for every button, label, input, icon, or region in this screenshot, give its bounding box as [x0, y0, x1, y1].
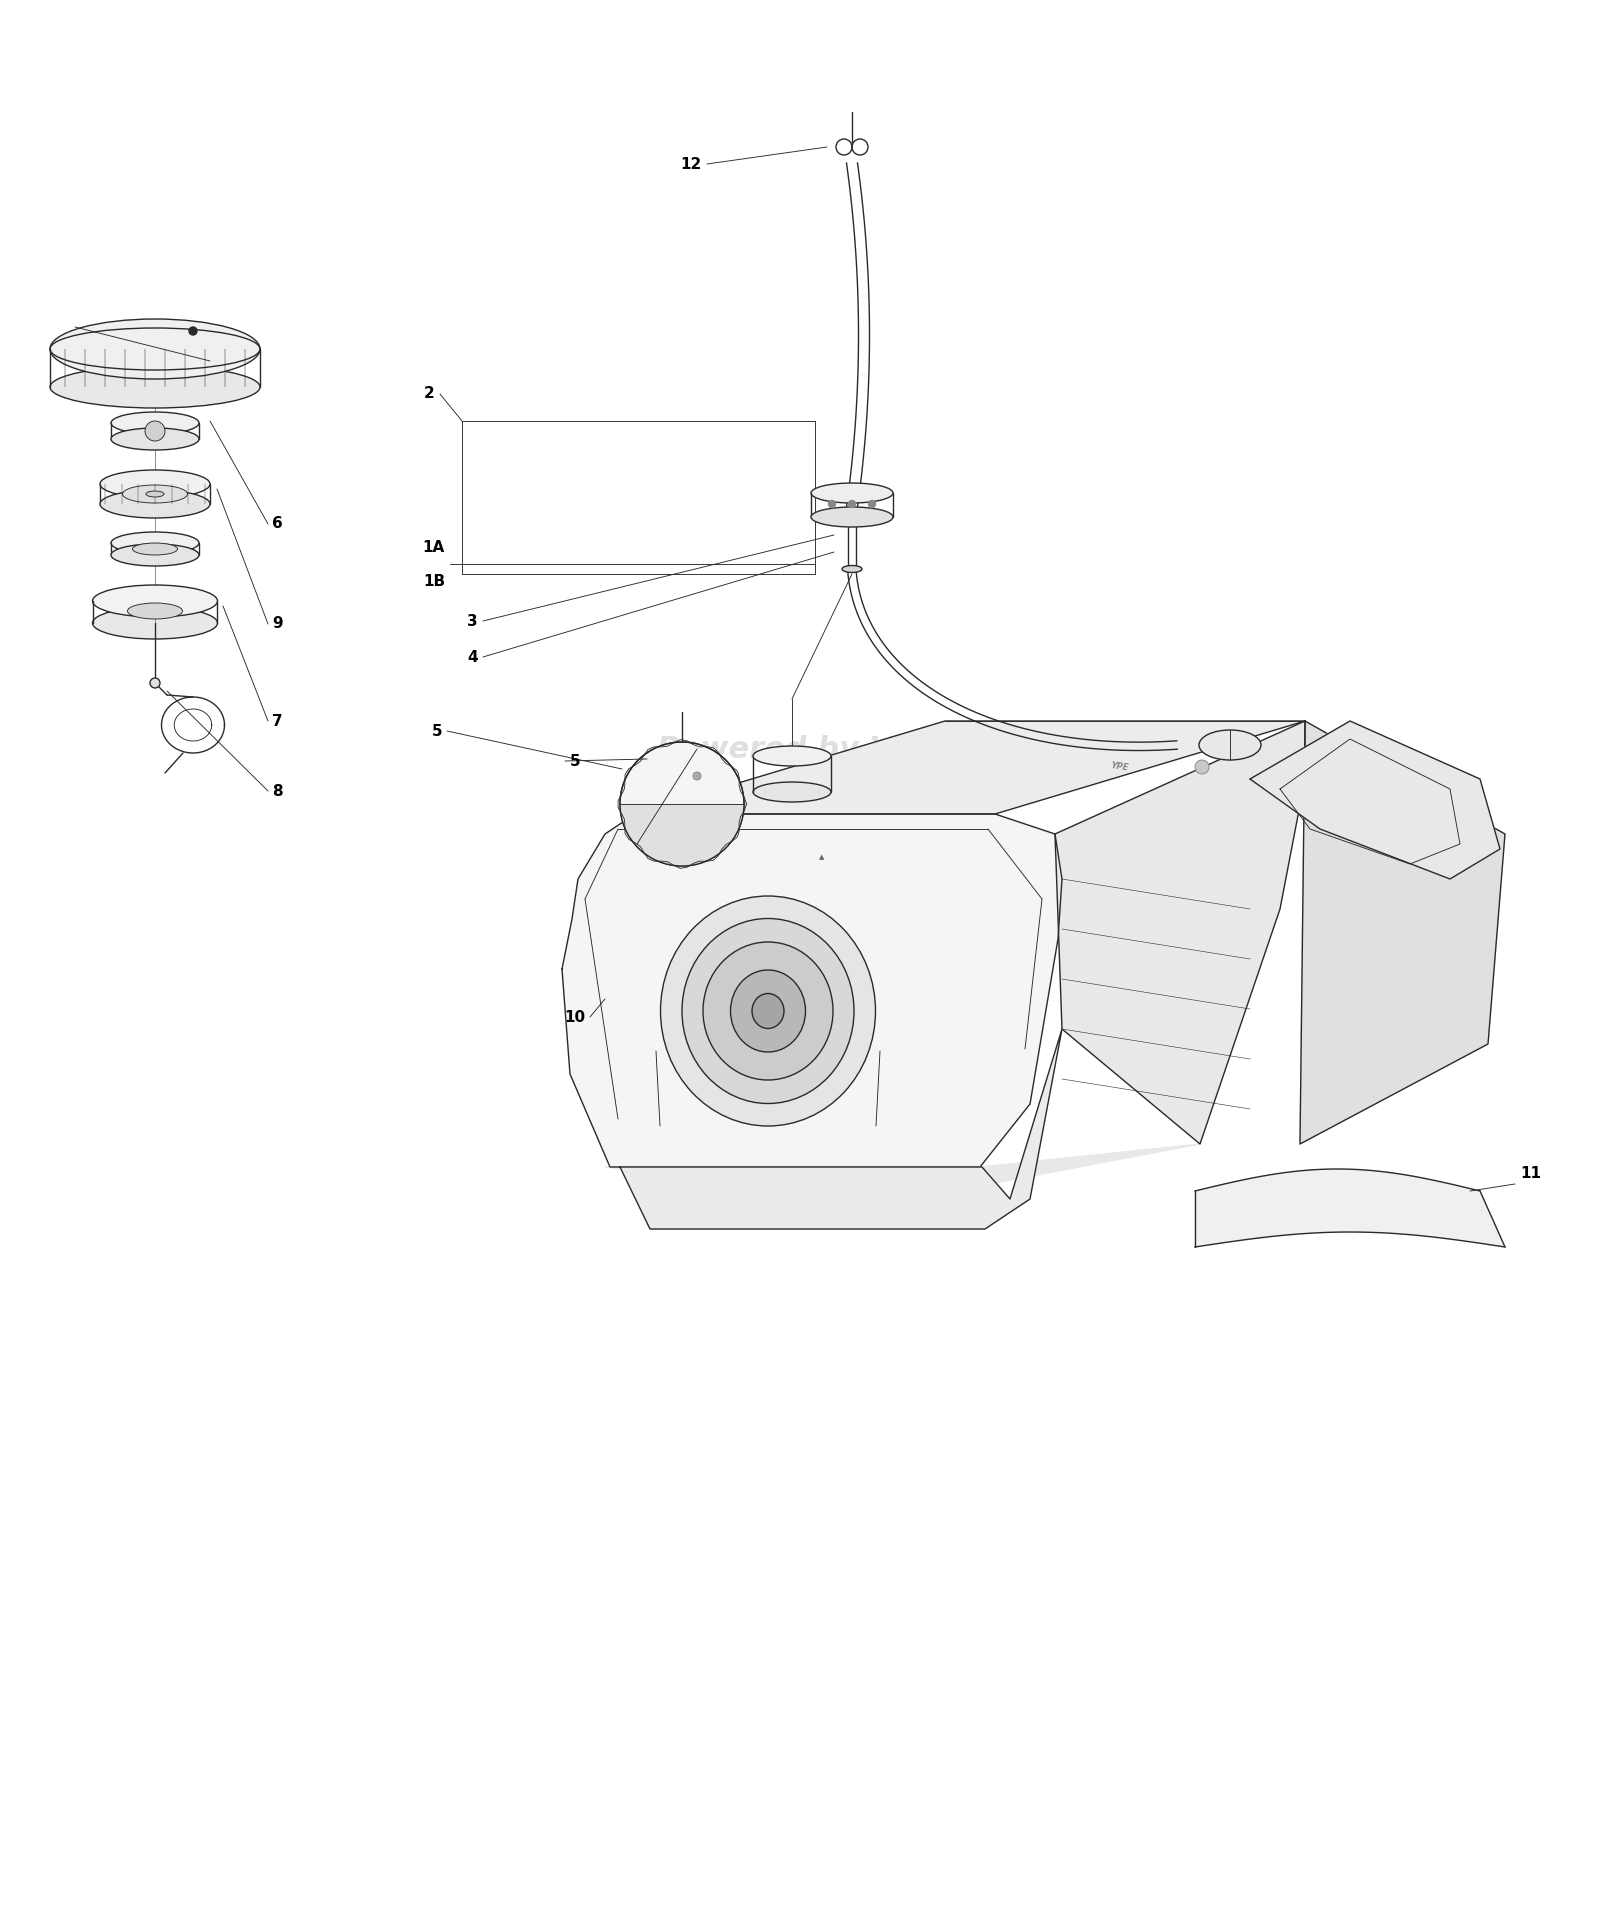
- Polygon shape: [605, 1144, 1200, 1202]
- Circle shape: [189, 328, 197, 336]
- Polygon shape: [1299, 721, 1506, 1144]
- Circle shape: [1195, 760, 1210, 774]
- Polygon shape: [1054, 721, 1306, 1144]
- Ellipse shape: [110, 544, 198, 565]
- Ellipse shape: [842, 565, 862, 573]
- Circle shape: [693, 772, 701, 779]
- Ellipse shape: [811, 482, 893, 503]
- Text: 9: 9: [272, 617, 283, 631]
- Ellipse shape: [731, 970, 805, 1051]
- Text: 5: 5: [432, 723, 442, 739]
- Circle shape: [150, 677, 160, 689]
- Ellipse shape: [50, 367, 259, 409]
- Text: 5: 5: [570, 754, 581, 768]
- Ellipse shape: [682, 918, 854, 1103]
- Ellipse shape: [110, 428, 198, 449]
- Text: 7: 7: [272, 714, 283, 729]
- Ellipse shape: [661, 895, 875, 1127]
- Polygon shape: [635, 721, 1306, 814]
- Text: 11: 11: [1520, 1167, 1541, 1181]
- Ellipse shape: [50, 318, 259, 378]
- Text: 1B: 1B: [422, 575, 445, 590]
- Ellipse shape: [93, 608, 218, 638]
- Ellipse shape: [99, 490, 210, 519]
- Ellipse shape: [146, 492, 165, 498]
- Ellipse shape: [752, 993, 784, 1028]
- Polygon shape: [1195, 1169, 1506, 1246]
- Polygon shape: [621, 1028, 1062, 1229]
- Ellipse shape: [110, 532, 198, 554]
- Ellipse shape: [133, 542, 178, 556]
- Ellipse shape: [99, 471, 210, 498]
- Ellipse shape: [754, 781, 830, 802]
- Ellipse shape: [123, 484, 187, 503]
- Text: Powered by Vision Spares: Powered by Vision Spares: [656, 735, 1104, 764]
- Polygon shape: [562, 814, 1062, 1167]
- Circle shape: [829, 500, 835, 507]
- Ellipse shape: [128, 604, 182, 619]
- Text: 8: 8: [272, 783, 283, 799]
- Text: 4: 4: [467, 650, 478, 664]
- Circle shape: [848, 500, 856, 507]
- Text: 10: 10: [563, 1009, 586, 1024]
- Circle shape: [621, 743, 744, 866]
- Text: 3: 3: [467, 613, 478, 629]
- Text: 12: 12: [680, 156, 702, 172]
- Text: YPE: YPE: [1110, 762, 1130, 774]
- Ellipse shape: [811, 507, 893, 527]
- Ellipse shape: [93, 584, 218, 617]
- Text: ▲: ▲: [819, 855, 824, 860]
- Polygon shape: [1250, 721, 1501, 880]
- Ellipse shape: [754, 747, 830, 766]
- Text: 1A: 1A: [422, 540, 445, 554]
- Text: 2: 2: [424, 386, 435, 401]
- Ellipse shape: [1198, 729, 1261, 760]
- Text: 6: 6: [272, 517, 283, 532]
- Ellipse shape: [110, 413, 198, 434]
- Circle shape: [146, 421, 165, 442]
- Wedge shape: [621, 804, 744, 866]
- Ellipse shape: [702, 941, 834, 1080]
- Circle shape: [869, 500, 875, 507]
